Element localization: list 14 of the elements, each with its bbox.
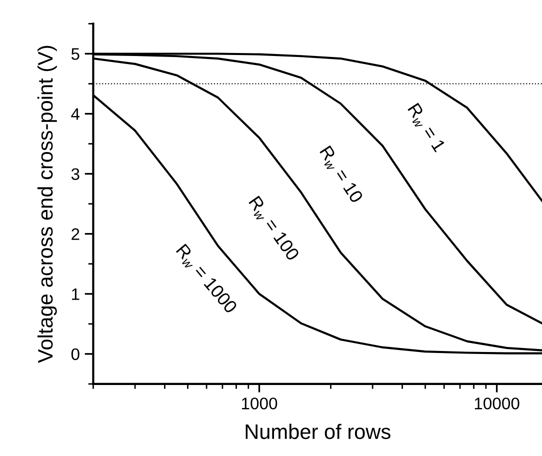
y-tick-label: 2 — [72, 228, 80, 240]
y-tick-label: 1 — [72, 288, 80, 300]
x-tick-label: 1000 — [242, 398, 278, 410]
y-tick-label: 3 — [71, 168, 80, 180]
y-tick-label: 0 — [71, 348, 80, 360]
y-tick-label: 4 — [71, 108, 80, 120]
x-tick-label: 10000 — [474, 398, 520, 410]
text: R$_{w}$ = 1 — [405, 102, 446, 154]
y-axis-title: Voltage across end cross-point (V) — [37, 46, 57, 363]
text: R$_{w}$ = 100 — [246, 196, 300, 263]
x-axis-title: Number of rows — [246, 424, 390, 440]
text: R$_{w}$ = 10 — [317, 145, 364, 206]
text: R$_{w}$ = 1000 — [174, 243, 238, 316]
y-tick-label: 5 — [71, 48, 80, 60]
